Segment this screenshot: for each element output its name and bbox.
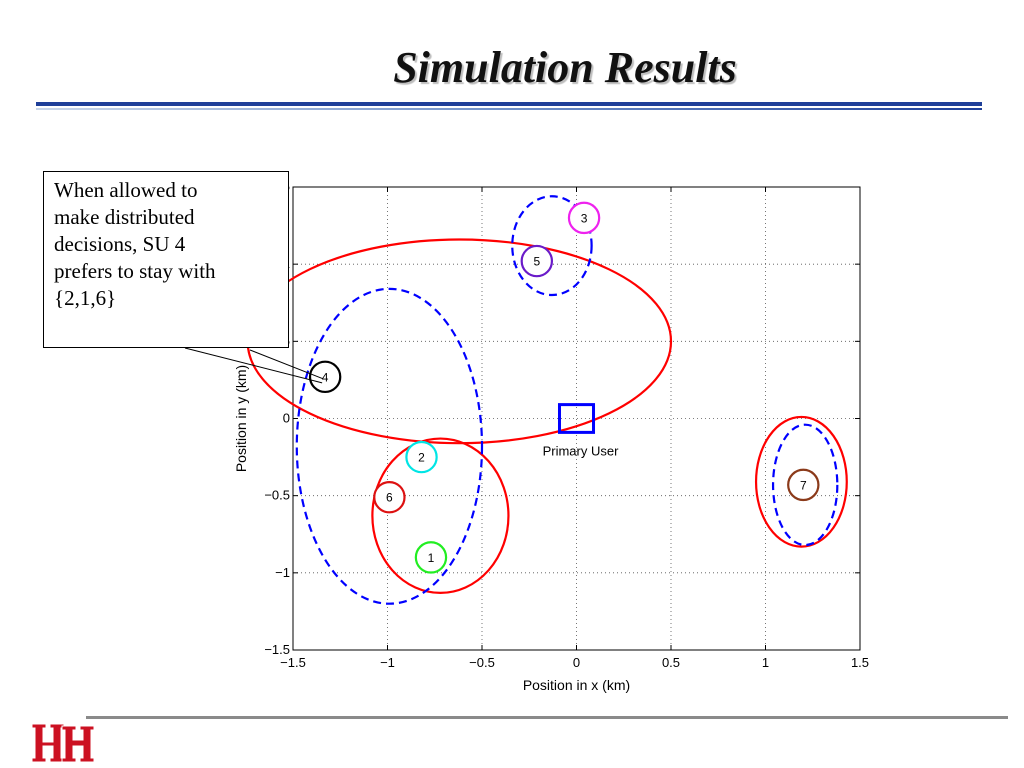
coalition-solid-ellipse: [371, 437, 510, 594]
university-logo-icon: [31, 723, 95, 763]
secondary-user-label: 6: [386, 491, 393, 505]
callout-line: make distributed: [54, 205, 195, 229]
primary-user-label: Primary User: [543, 444, 620, 459]
secondary-user-label: 5: [533, 255, 540, 269]
title-rule-accent: [36, 108, 982, 110]
coalition-dashed-ellipse: [771, 423, 839, 547]
x-tick-label: 1: [762, 655, 769, 670]
x-axis-label: Position in x (km): [523, 677, 630, 693]
secondary-user-label: 3: [581, 211, 588, 225]
x-tick-label: 0: [573, 655, 580, 670]
callout-line: prefers to stay with: [54, 259, 216, 283]
x-tick-label: −0.5: [469, 655, 495, 670]
title-rule: [36, 102, 982, 106]
secondary-user-point: [787, 468, 820, 502]
coalition-dashed-ellipse: [511, 195, 593, 297]
callout-line: decisions, SU 4: [54, 232, 186, 256]
y-tick-label: −0.5: [264, 488, 290, 503]
callout-pointer: [249, 349, 324, 380]
callout-line: {2,1,6}: [54, 286, 117, 310]
x-tick-label: 0.5: [662, 655, 680, 670]
callout-line: When allowed to: [54, 178, 198, 202]
secondary-user-point: [308, 360, 342, 394]
secondary-user-label: 1: [428, 551, 435, 565]
x-tick-label: −1: [380, 655, 395, 670]
slide-title: Simulation Results: [393, 43, 737, 92]
callout-box: When allowed to make distributed decisio…: [43, 171, 289, 348]
y-tick-label: −1: [275, 565, 290, 580]
secondary-user-point: [373, 480, 406, 514]
secondary-user-label: 2: [418, 451, 425, 465]
coalition-solid-ellipse: [754, 415, 848, 548]
y-tick-label: 0: [283, 411, 290, 426]
primary-user-marker: [557, 403, 596, 434]
secondary-user-point: [414, 541, 448, 574]
callout-pointer: [184, 347, 323, 384]
secondary-user-label: 7: [800, 478, 807, 492]
secondary-user-point: [567, 201, 601, 235]
coalition-dashed-ellipse: [295, 287, 484, 605]
footer-rule: [86, 716, 1008, 719]
x-tick-label: −1.5: [280, 655, 306, 670]
x-tick-label: 1.5: [851, 655, 869, 670]
secondary-user-label: 4: [322, 370, 329, 384]
y-tick-label: −1.5: [264, 642, 290, 657]
y-axis-label: Position in y (km): [233, 365, 249, 472]
secondary-user-point: [520, 244, 554, 278]
secondary-user-point: [405, 440, 438, 474]
